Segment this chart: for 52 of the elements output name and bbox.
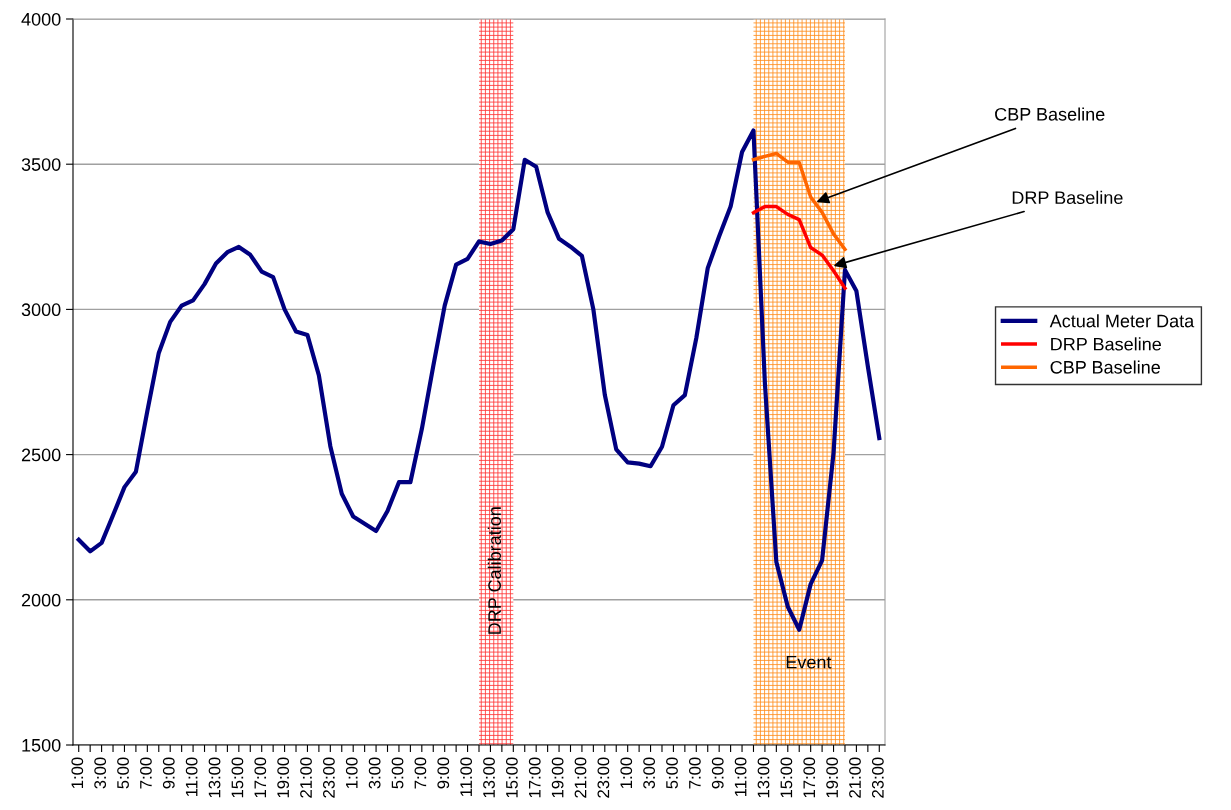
x-tick-label: 3:00	[643, 757, 656, 789]
x-tick-label: 15:00	[231, 757, 244, 798]
x-tick-label: 11:00	[734, 757, 747, 797]
legend-label: Actual Meter Data	[1049, 314, 1195, 328]
y-tick-label: 1500	[22, 738, 61, 752]
annotation: CBP Baseline	[995, 107, 1105, 121]
x-tick-label: 5:00	[391, 757, 404, 789]
y-tick-label: 3500	[21, 158, 61, 171]
band-label: DRP Calibration	[487, 507, 501, 634]
x-tick-label: 13:00	[208, 757, 221, 798]
x-tick-label: 21:00	[849, 757, 861, 798]
x-tick-label: 9:00	[711, 757, 724, 789]
x-tick-label: 19:00	[551, 757, 564, 798]
legend-label: CBP Baseline	[1050, 360, 1160, 374]
x-tick-label: 5:00	[117, 757, 129, 789]
x-tick-label: 19:00	[826, 757, 839, 798]
legend-label: DRP Baseline	[1051, 337, 1161, 351]
x-tick-label: 11:00	[460, 757, 473, 797]
x-tick-label: 3:00	[368, 757, 381, 789]
line-series	[751, 204, 847, 290]
x-tick-label: 9:00	[162, 757, 175, 789]
x-tick-label: 15:00	[780, 757, 793, 798]
x-tick-label: 3:00	[94, 757, 107, 789]
x-tick-label: 7:00	[414, 757, 427, 789]
x-tick-label: 13:00	[757, 757, 770, 798]
x-tick-label: 23:00	[597, 757, 610, 798]
x-tick-label: 7:00	[688, 757, 701, 789]
y-tick-label: 4000	[21, 12, 61, 26]
band-label: Event	[786, 655, 832, 669]
x-tick-label: 1:00	[345, 757, 358, 788]
x-tick-label: 21:00	[300, 757, 312, 798]
x-tick-label: 17:00	[528, 757, 541, 798]
x-tick-label: 17:00	[254, 757, 267, 798]
x-tick-label: 21:00	[574, 757, 587, 798]
x-tick-label: 1:00	[71, 757, 84, 788]
x-tick-label: 13:00	[483, 757, 495, 798]
x-tick-label: 7:00	[140, 757, 152, 789]
y-tick-label: 2000	[21, 593, 61, 607]
x-tick-label: 1:00	[620, 757, 633, 788]
x-tick-label: 23:00	[871, 757, 884, 798]
y-tick-label: 3000	[21, 303, 61, 317]
x-tick-label: 15:00	[505, 757, 518, 798]
x-tick-label: 23:00	[323, 757, 335, 798]
x-tick-label: 9:00	[437, 757, 450, 789]
line-series	[76, 128, 882, 632]
x-tick-label: 17:00	[803, 757, 816, 798]
line-series	[751, 151, 847, 252]
annotation: DRP Baseline	[1012, 190, 1123, 205]
x-tick-label: 19:00	[277, 757, 290, 798]
x-tick-label: 11:00	[185, 757, 198, 797]
y-tick-label: 2500	[21, 448, 61, 462]
x-tick-label: 5:00	[666, 757, 678, 789]
